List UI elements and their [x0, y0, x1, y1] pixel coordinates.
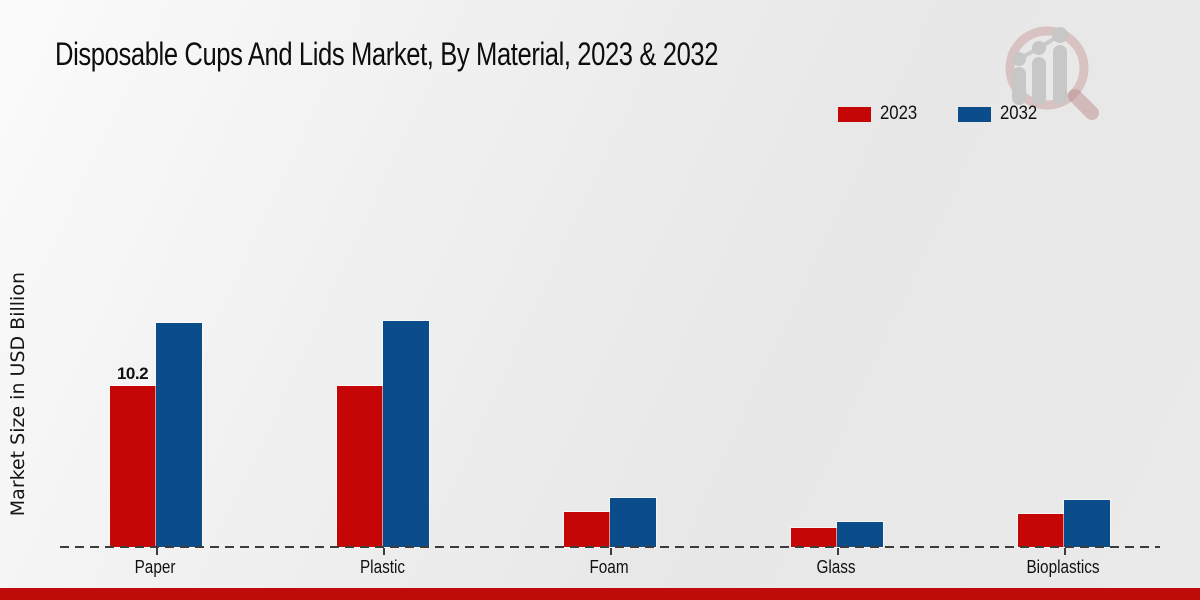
category-group-plastic: Plastic	[269, 280, 496, 577]
x-axis-category-label-text: Paper	[135, 557, 176, 577]
x-axis-tick	[836, 548, 839, 555]
legend: 2023 2032	[838, 103, 1043, 125]
logo-bar-short	[1012, 67, 1026, 105]
category-group-glass: Glass	[723, 280, 950, 577]
x-axis-tick	[382, 548, 385, 555]
x-axis-category-label: Paper	[42, 557, 269, 578]
logo-dot	[1052, 27, 1068, 43]
bar-2032-glass	[836, 522, 883, 547]
x-axis-category-label: Plastic	[269, 557, 496, 578]
bar-2032-paper	[155, 323, 202, 547]
logo-bar-medium	[1032, 57, 1046, 105]
bar-2023-foam	[563, 512, 610, 547]
x-axis-tick	[155, 548, 158, 555]
logo-dot	[1032, 41, 1046, 55]
x-axis-category-label: Bioplastics	[950, 557, 1177, 578]
x-axis-category-label-text: Glass	[816, 557, 857, 577]
category-group-paper: 10.2 Paper	[42, 280, 269, 577]
x-axis-category-label-text: Plastic	[359, 557, 406, 577]
category-group-foam: Foam	[496, 280, 723, 577]
legend-label: 2032	[1000, 103, 1038, 124]
legend-item-2032: 2032	[958, 103, 1042, 125]
y-axis-label-wrap: Market Size in USD Billion	[2, 218, 34, 570]
bar-2032-foam	[609, 498, 656, 547]
bar-pair: 10.2	[109, 323, 202, 547]
x-axis-baseline	[60, 546, 1160, 548]
bar-2032-plastic	[382, 321, 429, 547]
logo-bar-tall	[1053, 45, 1067, 105]
legend-label: 2023	[880, 103, 918, 124]
y-axis-label: Market Size in USD Billion	[7, 271, 29, 517]
bar-pair	[790, 522, 883, 547]
brand-logo-watermark	[1005, 26, 1099, 120]
bar-2023-plastic	[336, 386, 383, 547]
bar-2023-glass	[790, 528, 837, 547]
bar-value-label: 10.2	[116, 364, 149, 383]
chart-title: Disposable Cups And Lids Market, By Mate…	[55, 36, 719, 72]
bottom-accent-bar	[0, 588, 1200, 600]
x-axis-tick	[609, 548, 612, 555]
logo-dot	[1012, 52, 1026, 66]
x-axis-category-label-text: Bioplastics	[1026, 557, 1101, 577]
x-axis-category-label-text: Foam	[589, 557, 630, 577]
x-axis-category-label: Foam	[496, 557, 723, 578]
legend-item-2023: 2023	[838, 103, 922, 125]
magnifier-lens-icon	[1005, 26, 1089, 110]
bar-pair	[336, 321, 429, 547]
bar-2032-bioplastics	[1063, 500, 1110, 547]
category-group-bioplastics: Bioplastics	[950, 280, 1177, 577]
bar-2023-bioplastics	[1017, 514, 1064, 547]
bar-pair	[1017, 500, 1110, 547]
legend-swatch-2023	[838, 106, 871, 122]
plot-area: 10.2 Paper Plastic Foam Glass Bioplastics	[42, 280, 1178, 577]
legend-swatch-2032	[958, 106, 992, 122]
magnifier-handle-icon	[1068, 89, 1099, 120]
bar-2023-paper: 10.2	[109, 364, 156, 547]
x-axis-tick	[1063, 548, 1066, 555]
bar-pair	[563, 498, 656, 547]
x-axis-category-label: Glass	[723, 557, 950, 578]
